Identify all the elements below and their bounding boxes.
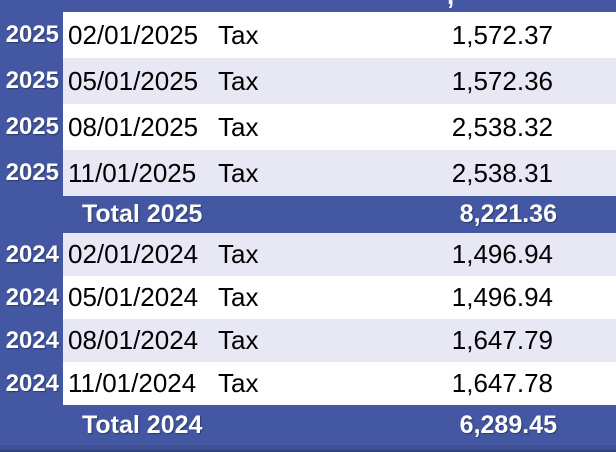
table-row[interactable]: 2025 08/01/2025 Tax 2,538.32: [0, 104, 616, 150]
amount-cell: 1,496.94: [451, 239, 553, 269]
amount-cell: 1,647.79: [451, 325, 553, 355]
table-row[interactable]: 2025 05/01/2025 Tax 1,572.36: [0, 58, 616, 104]
type-cell: Tax: [218, 19, 259, 50]
total-label: Total 2025: [82, 200, 203, 228]
type-cell: Tax: [218, 239, 259, 269]
type-cell: Tax: [218, 111, 259, 142]
year-cell: 2024: [0, 362, 63, 405]
amount-cell: 1,572.36: [451, 65, 553, 96]
year-cell: 2025: [0, 150, 63, 196]
type-cell: Tax: [218, 65, 259, 96]
amount-cell: 1,647.78: [451, 368, 553, 398]
date-cell: 08/01/2024: [68, 325, 199, 355]
type-cell: Tax: [218, 282, 259, 312]
partial-next-row-bottom: [0, 445, 616, 452]
year-cell: 2025: [0, 58, 63, 104]
table-row[interactable]: 2024 11/01/2024 Tax 1,647.78: [0, 362, 616, 405]
table-row[interactable]: 2025 11/01/2025 Tax 2,538.31: [0, 150, 616, 196]
date-cell: 05/01/2024: [68, 282, 199, 312]
date-cell: 11/01/2025: [68, 157, 197, 188]
date-cell: 02/01/2025: [68, 19, 199, 50]
year-cell: 2025: [0, 104, 63, 150]
total-row-2024: Total 2024 6,289.45: [0, 405, 616, 445]
table-row[interactable]: 2025 02/01/2025 Tax 1,572.37: [0, 12, 616, 58]
total-amount: 6,289.45: [459, 410, 557, 439]
date-cell: 02/01/2024: [68, 239, 199, 269]
date-cell: 11/01/2024: [68, 368, 197, 398]
date-cell: 08/01/2025: [68, 111, 199, 142]
type-cell: Tax: [218, 325, 259, 355]
table-row[interactable]: 2024 05/01/2024 Tax 1,496.94: [0, 276, 616, 319]
total-amount: 8,221.36: [459, 200, 557, 228]
type-cell: Tax: [218, 157, 259, 188]
type-cell: Tax: [218, 368, 259, 398]
partial-total-row-top: ,: [0, 0, 616, 12]
year-cell: 2024: [0, 233, 63, 276]
amount-cell: 2,538.32: [451, 111, 553, 142]
year-cell: 2025: [0, 12, 63, 58]
table-row[interactable]: 2024 08/01/2024 Tax 1,647.79: [0, 319, 616, 362]
table-row[interactable]: 2024 02/01/2024 Tax 1,496.94: [0, 233, 616, 276]
amount-cell: 1,496.94: [451, 282, 553, 312]
partial-total-amount-fragment: ,: [447, 0, 454, 8]
year-cell: 2024: [0, 319, 63, 362]
amount-cell: 1,572.37: [451, 19, 553, 50]
total-label: Total 2024: [82, 410, 203, 439]
total-row-2025: Total 2025 8,221.36: [0, 196, 616, 233]
amount-cell: 2,538.31: [451, 157, 553, 188]
date-cell: 05/01/2025: [68, 65, 199, 96]
year-cell: 2024: [0, 276, 63, 319]
